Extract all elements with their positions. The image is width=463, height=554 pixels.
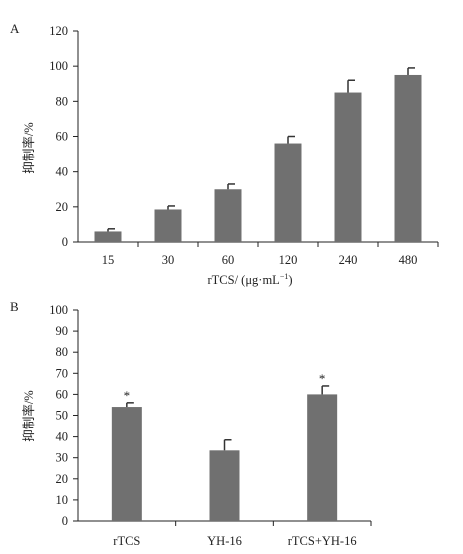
x-tick-label: YH-16 [207,534,242,548]
bar [394,74,422,242]
y-tick-label: 0 [62,514,68,528]
chart-b-ylabel: 抑制率/% [21,390,36,441]
bar [334,92,362,243]
x-tick-label: 15 [102,253,115,267]
chart-a-y-ticks: 0 20 40 60 80 100 120 [49,24,78,249]
chart-a-ylabel: 抑制率/% [21,122,36,173]
y-tick-label: 20 [56,472,69,486]
y-tick-label: 20 [56,200,69,214]
x-tick-label: rTCS+YH-16 [288,534,357,548]
y-tick-label: 60 [56,387,69,401]
y-tick-label: 100 [49,59,68,73]
y-tick-label: 100 [49,303,68,317]
y-tick-label: 10 [56,493,69,507]
bar [214,189,242,242]
y-tick-label: 60 [56,130,69,144]
chart-a-x-ticks: 15 30 60 120 240 480 [102,242,439,267]
chart-a-xlabel: rTCS/ (μg·mL−1) [207,272,292,287]
chart-b-bars: ** [111,371,338,521]
bar [111,407,142,521]
significance-marker: * [319,371,326,386]
y-tick-label: 30 [56,451,69,465]
y-tick-label: 70 [56,366,69,380]
bar [94,231,122,242]
x-tick-label: 60 [222,253,235,267]
bar [274,143,302,242]
significance-marker: * [124,388,131,403]
bar [307,394,338,521]
y-tick-label: 0 [62,235,68,249]
y-tick-label: 80 [56,94,69,108]
chart-b-y-ticks: 0 10 20 30 40 50 60 70 80 90 100 [49,303,78,528]
y-tick-label: 80 [56,345,69,359]
panel-label-b: B [10,299,19,314]
x-tick-label: 120 [279,253,298,267]
y-tick-label: 40 [56,430,69,444]
chart-b-x-ticks: rTCS YH-16 rTCS+YH-16 [113,521,372,548]
y-tick-label: 120 [49,24,68,38]
panel-label-a: A [10,21,20,36]
bar [209,450,240,521]
x-tick-label: rTCS [113,534,140,548]
y-tick-label: 90 [56,324,69,338]
chart-a-bars [94,67,422,243]
x-tick-label: 480 [399,253,418,267]
y-tick-label: 40 [56,165,69,179]
y-tick-label: 50 [56,409,69,423]
x-tick-label: 240 [339,253,358,267]
bar [154,209,182,242]
x-tick-label: 30 [162,253,175,267]
